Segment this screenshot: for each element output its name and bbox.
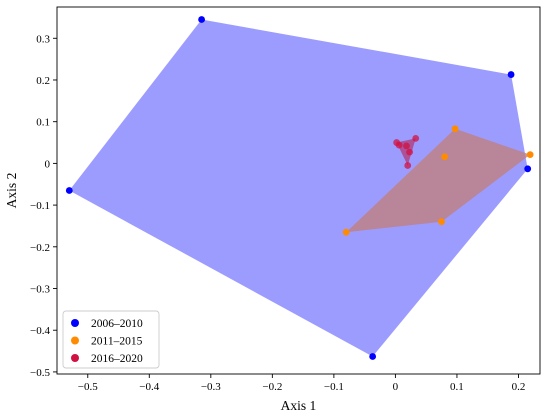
data-point-series-3 xyxy=(412,134,420,142)
x-tick-label: −0.5 xyxy=(78,381,98,393)
legend-marker xyxy=(71,319,79,327)
legend-box xyxy=(62,310,160,369)
y-tick-label: 0 xyxy=(45,158,51,170)
point-layer xyxy=(65,16,534,360)
data-point-series-3 xyxy=(406,148,413,156)
data-point-series-1 xyxy=(524,165,532,173)
y-tick-label: −0.2 xyxy=(30,242,50,254)
hull-layer xyxy=(69,19,531,357)
x-tick-label: −0.4 xyxy=(139,381,159,393)
y-axis-title: Axis 2 xyxy=(4,173,19,209)
data-point-series-1 xyxy=(507,71,515,78)
x-tick-label: 0 xyxy=(393,381,399,393)
y-axis-ticks: −0.5 −0.4 −0.3 −0.2 −0.1 0 0.1 0.2 0.3 xyxy=(30,33,57,379)
y-tick-label: −0.5 xyxy=(30,367,50,379)
x-axis-title: Axis 1 xyxy=(281,398,317,413)
data-point-series-2 xyxy=(526,151,534,159)
data-point-series-2 xyxy=(441,153,449,161)
y-tick-label: −0.4 xyxy=(30,325,50,337)
data-point-series-2 xyxy=(342,228,350,236)
data-point-series-3 xyxy=(395,141,403,149)
legend-marker xyxy=(71,336,79,345)
data-point-series-2 xyxy=(451,125,459,133)
legend-label: 2011–2015 xyxy=(91,336,143,348)
data-point-series-3 xyxy=(404,162,412,169)
legend-marker xyxy=(71,354,79,362)
x-tick-label: 0.1 xyxy=(450,381,464,393)
x-axis-ticks: −0.5 −0.4 −0.3 −0.2 −0.1 0 0.1 0.2 xyxy=(78,374,526,393)
y-tick-label: −0.1 xyxy=(30,200,50,212)
x-tick-label: −0.2 xyxy=(262,381,282,393)
data-point-series-1 xyxy=(65,187,73,194)
data-point-series-1 xyxy=(369,353,377,360)
legend: 2006–2010 2011–2015 2016–2020 xyxy=(62,310,160,369)
data-point-series-2 xyxy=(438,218,445,226)
x-tick-label: 0.2 xyxy=(512,381,526,393)
data-point-series-1 xyxy=(198,16,205,23)
y-tick-label: 0.1 xyxy=(36,117,50,129)
y-tick-label: 0.3 xyxy=(36,33,50,45)
x-tick-label: −0.3 xyxy=(201,381,221,393)
y-tick-label: 0.2 xyxy=(36,75,50,87)
legend-label: 2016–2020 xyxy=(91,353,143,365)
legend-label: 2006–2010 xyxy=(91,318,143,330)
x-tick-label: −0.1 xyxy=(324,381,344,393)
data-point-series-3 xyxy=(403,142,410,150)
plot-frame xyxy=(56,6,541,375)
hull-series-1 xyxy=(69,19,528,357)
y-tick-label: −0.3 xyxy=(30,284,50,296)
hull-series-2 xyxy=(346,128,531,233)
